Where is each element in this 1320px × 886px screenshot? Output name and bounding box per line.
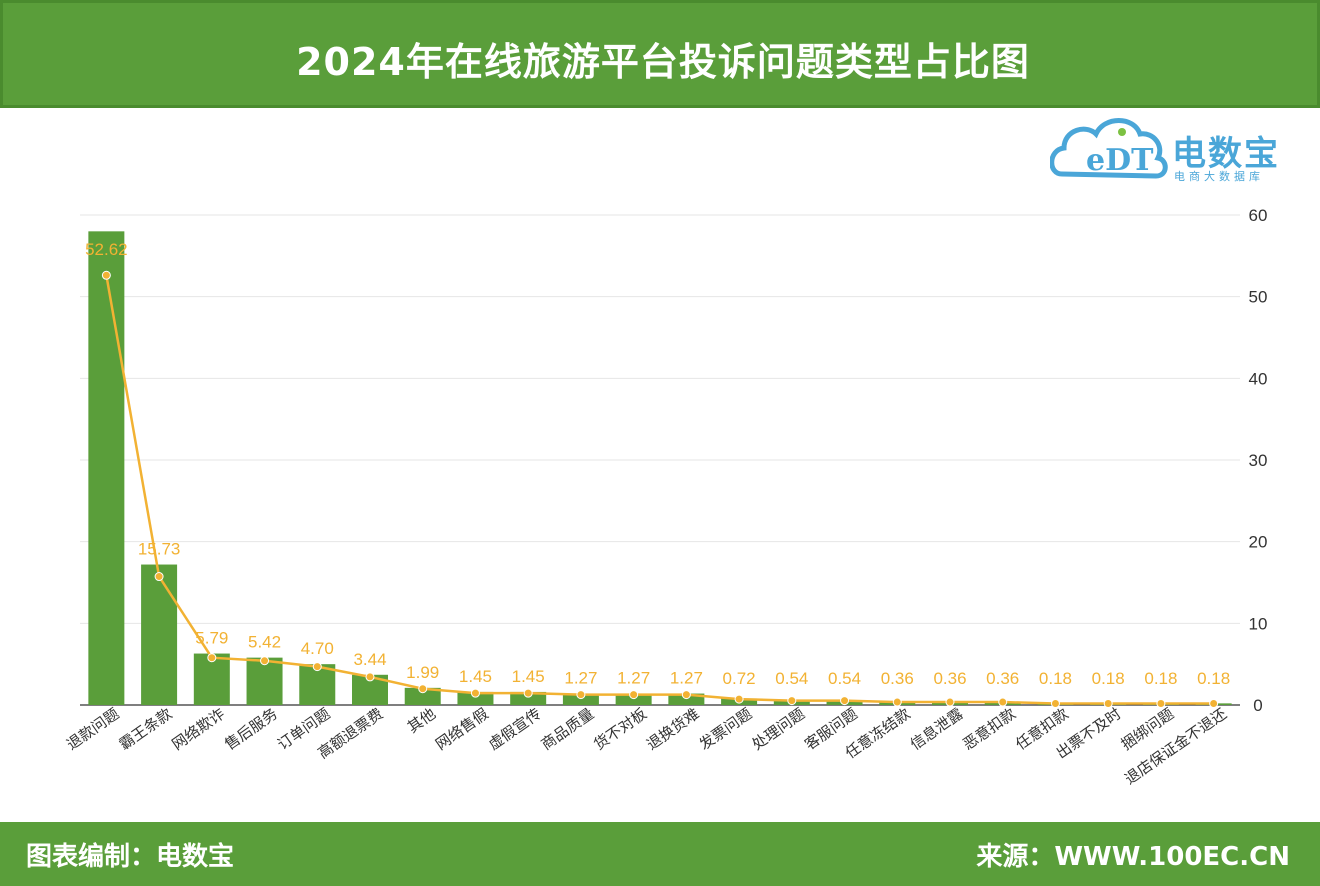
line-point [418,684,428,694]
x-tick-label: 虚假宣传 [485,705,544,754]
line-point [154,572,164,582]
x-tick-label: 信息泄露 [907,705,966,754]
x-tick-label: 售后服务 [221,705,280,754]
y-tick-label: 40 [1249,369,1268,388]
line-point [101,270,111,280]
bar [615,693,652,705]
x-tick-label: 货不对板 [590,705,649,754]
x-tick-label: 退换货难 [643,705,702,754]
logo-name: 电数宝 [1172,134,1280,174]
line-point [629,690,639,700]
data-label: 0.18 [1039,669,1072,688]
line-point [945,697,955,707]
line-point [523,688,533,698]
line-point [734,694,744,704]
data-label: 0.36 [933,669,966,688]
data-labels: 52.62 15.73 5.79 5.42 4.70 3.44 1.99 1.45 1.45 1.… [85,240,1230,688]
line-point [681,690,691,700]
data-label: 0.54 [828,669,861,688]
data-label: 1.45 [459,667,492,686]
line-point [260,656,270,666]
x-tick-label: 发票问题 [696,705,755,754]
line-point [998,697,1008,707]
line-point [312,662,322,672]
y-tick-label: 20 [1249,533,1268,552]
data-label: 1.27 [670,669,703,688]
x-tick-label: 恶意扣款 [960,705,1019,754]
data-label: 1.27 [564,669,597,688]
bar [246,657,283,705]
logo-tagline: 电商大数据库 [1174,170,1264,183]
x-tick-label: 霸王条款 [116,705,175,754]
y-tick-label: 30 [1249,451,1268,470]
line-point [1209,699,1219,709]
x-tick-label: 其他 [404,705,439,737]
y-tick-label: 0 [1253,696,1262,715]
data-label: 5.42 [248,633,281,652]
edt-logo-cloud-icon [1050,118,1168,179]
line-point [840,696,850,706]
series-line [105,275,1214,705]
y-axis-ticks: 0 10 20 30 40 50 60 [1249,206,1268,715]
data-label: 52.62 [85,240,128,259]
data-label: 3.44 [353,650,386,669]
data-label: 0.54 [775,669,808,688]
line-point [576,690,586,700]
y-tick-label: 10 [1249,614,1268,633]
footer-source: 来源：WWW.100EC.CN [976,842,1290,872]
bar [457,691,494,705]
line-point [1156,699,1166,709]
data-label: 0.72 [723,669,756,688]
bar [562,693,599,705]
line-point [470,688,480,698]
line-point [1103,699,1113,709]
data-label: 0.18 [1197,669,1230,688]
header-bar: 2024年在线旅游平台投诉问题类型占比图 [0,0,1320,108]
line-point [207,653,217,663]
bar [668,693,705,705]
x-tick-label: 商品质量 [538,705,597,754]
data-label: 1.99 [406,663,439,682]
grid-lines [80,214,1240,706]
data-label: 0.18 [1092,669,1125,688]
data-label: 1.45 [512,667,545,686]
line-point [892,697,902,707]
x-tick-label: 退款问题 [63,705,122,754]
bar [510,691,547,705]
logo-mark: eDT [1086,143,1154,178]
footer-credit: 图表编制：电数宝 [26,842,235,872]
bar [88,231,125,706]
bar [141,564,178,705]
footer-bar: 图表编制：电数宝 来源：WWW.100EC.CN [0,822,1320,886]
line-point [365,672,375,682]
data-label: 0.36 [986,669,1019,688]
data-label: 15.73 [138,540,181,559]
bar [404,687,441,705]
data-label: 0.18 [1144,669,1177,688]
data-label: 5.79 [195,629,228,648]
line-point [1050,699,1060,709]
x-tick-label: 网络售假 [432,705,491,754]
data-label: 4.70 [301,639,334,658]
data-label: 1.27 [617,669,650,688]
trend-line [101,270,1219,709]
x-tick-label: 网络欺诈 [169,705,228,754]
y-tick-label: 50 [1249,288,1268,307]
data-label: 0.36 [881,669,914,688]
y-tick-label: 60 [1249,206,1268,225]
x-tick-label: 处理问题 [749,705,808,754]
line-point [787,696,797,706]
chart-title: 2024年在线旅游平台投诉问题类型占比图 [296,40,1030,84]
